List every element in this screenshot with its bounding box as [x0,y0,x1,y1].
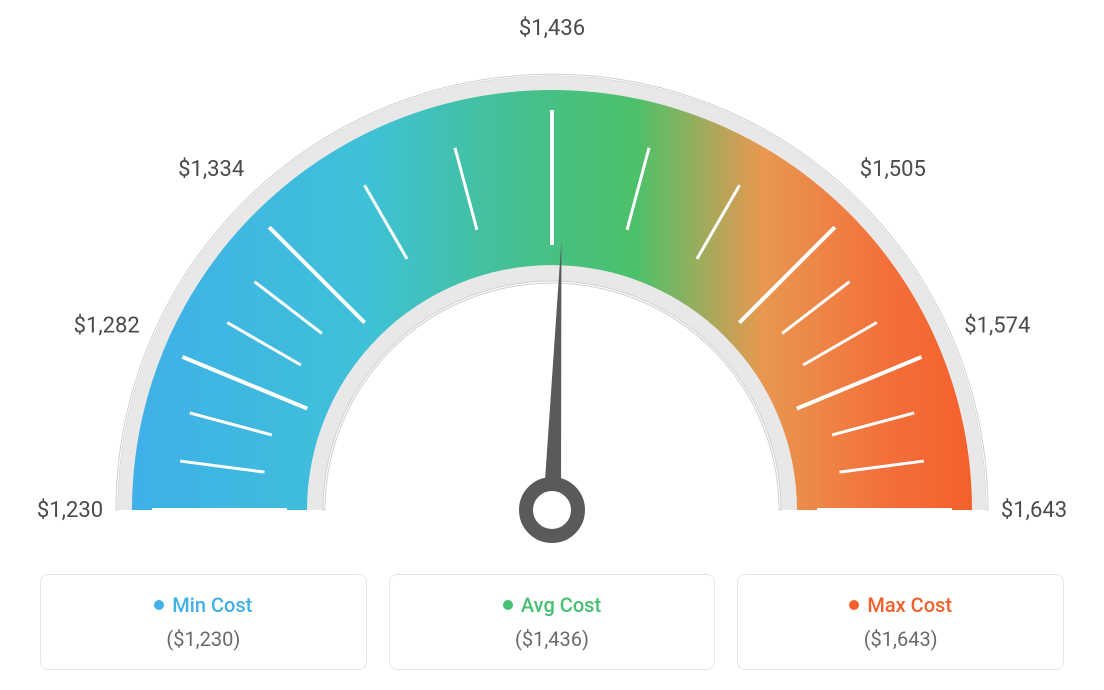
legend-label-max-text: Max Cost [867,593,952,617]
legend-value-min: ($1,230) [53,627,354,651]
gauge-tick-label: $1,643 [1001,498,1067,523]
gauge-tick-label: $1,505 [860,157,926,182]
legend-dot-avg [503,600,513,610]
legend-box-min: Min Cost ($1,230) [40,574,367,670]
gauge-hub [526,484,578,536]
legend-box-max: Max Cost ($1,643) [737,574,1064,670]
gauge-tick-label: $1,230 [37,498,103,523]
gauge-tick-label: $1,436 [519,16,585,41]
legend-label-max: Max Cost [750,593,1051,617]
legend-value-avg: ($1,436) [402,627,703,651]
gauge-tick-label: $1,334 [178,157,244,182]
gauge-tick-label: $1,574 [964,314,1030,339]
cost-gauge: $1,230 $1,282 $1,334 $1,436 $1,505 $1,574 $1,6… [0,0,1104,560]
legend-value-max: ($1,643) [750,627,1051,651]
legend-dot-max [849,600,859,610]
legend-box-avg: Avg Cost ($1,436) [389,574,716,670]
legend-dot-min [154,600,164,610]
legend-label-min-text: Min Cost [172,593,252,617]
legend-label-min: Min Cost [53,593,354,617]
legend-label-avg-text: Avg Cost [521,593,601,617]
gauge-tick-label: $1,282 [74,314,140,339]
gauge-svg: $1,230 $1,282 $1,334 $1,436 $1,505 $1,574 $1,6… [22,0,1082,560]
legend-row: Min Cost ($1,230) Avg Cost ($1,436) Max … [0,574,1104,670]
legend-label-avg: Avg Cost [402,593,703,617]
